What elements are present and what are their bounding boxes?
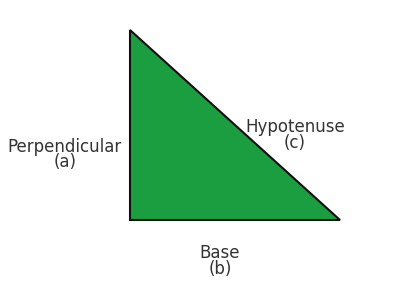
Text: (c): (c) [283, 134, 305, 152]
Text: (a): (a) [53, 153, 76, 171]
Polygon shape [130, 30, 339, 220]
Text: Base: Base [199, 244, 240, 262]
Text: Hypotenuse: Hypotenuse [245, 118, 344, 136]
Text: (b): (b) [208, 260, 231, 278]
Text: Perpendicular: Perpendicular [8, 138, 122, 156]
